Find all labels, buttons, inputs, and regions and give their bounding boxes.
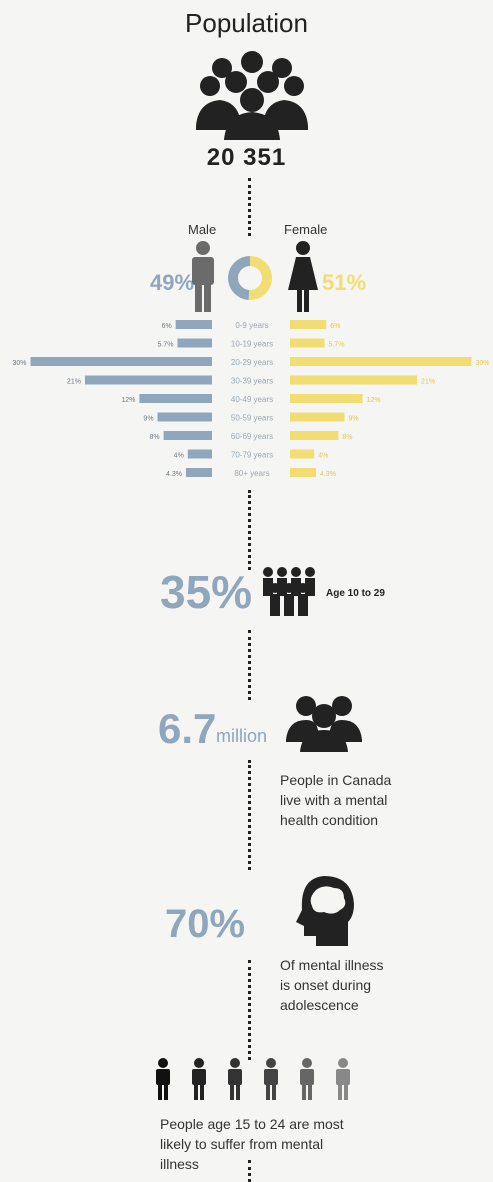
male-value-label: 5.7%	[158, 342, 174, 349]
brain-head-icon	[296, 876, 354, 946]
people-group-icon	[286, 696, 362, 752]
person-icon	[228, 1058, 242, 1100]
male-value-label: 21%	[67, 379, 81, 386]
male-icon	[192, 241, 214, 312]
male-label: Male	[188, 222, 217, 237]
person-icon	[264, 1058, 278, 1100]
female-value-label: 8%	[342, 434, 352, 441]
age-pyramid-chart: 0-9 years 6% 6% 10-19 years 5.7% 5.7% 20-29 ye…	[12, 320, 490, 478]
page-title: Population	[185, 8, 308, 38]
male-bar	[177, 338, 212, 348]
female-value-label: 6%	[330, 323, 340, 330]
onset-percent: 70%	[165, 902, 246, 946]
age-category-label: 0-9 years	[235, 321, 268, 330]
donut-male-slice	[227, 256, 250, 300]
connector-line	[248, 630, 251, 700]
age-category-label: 80+ years	[234, 469, 269, 478]
age-category-label: 60-69 years	[231, 432, 273, 441]
connector-line	[248, 760, 251, 870]
male-value-label: 9%	[143, 416, 153, 423]
age-category-label: 40-49 years	[231, 395, 273, 404]
youth-percent: 35%	[160, 566, 253, 618]
male-bar	[139, 394, 212, 403]
age-category-label: 30-39 years	[231, 377, 273, 386]
female-value-label: 12%	[367, 397, 381, 404]
female-value-label: 9%	[348, 416, 358, 423]
million-unit: million	[216, 726, 268, 746]
male-bar	[187, 449, 212, 459]
youth-age-label: Age 10 to 29	[326, 588, 385, 599]
person-icon	[192, 1058, 206, 1100]
female-value-label: 21%	[421, 379, 435, 386]
person-icon	[300, 1058, 314, 1100]
male-bar	[175, 320, 212, 329]
youth-group-icon	[263, 567, 315, 616]
male-value-label: 4.3%	[166, 471, 182, 478]
female-label: Female	[284, 222, 328, 237]
female-value-label: 4%	[318, 453, 328, 460]
female-bar	[290, 320, 327, 329]
people-note-line-2: likely to suffer from mental	[160, 1136, 324, 1152]
male-value-label: 8%	[149, 434, 159, 441]
female-bar	[290, 468, 317, 477]
female-percent: 51%	[322, 270, 367, 295]
million-note-line-1: People in Canada	[280, 772, 392, 788]
age-category-label: 70-79 years	[231, 451, 273, 460]
male-value-label: 30%	[12, 360, 26, 367]
female-icon	[288, 241, 318, 312]
age-category-label: 10-19 years	[231, 340, 273, 349]
connector-line	[248, 1160, 251, 1182]
crowd-icon	[196, 51, 308, 140]
onset-note-line-3: adolescence	[280, 997, 359, 1013]
female-bar	[290, 394, 363, 403]
male-value-label: 4%	[174, 453, 184, 460]
age-category-label: 20-29 years	[231, 358, 273, 367]
male-bar	[157, 412, 212, 422]
male-bar	[185, 468, 212, 477]
million-value: 6.7	[158, 705, 217, 752]
people-note-line-3: illness	[160, 1156, 199, 1172]
gender-donut	[227, 256, 272, 300]
female-value-label: 5.7%	[328, 342, 344, 349]
people-note-line-1: People age 15 to 24 are most	[160, 1116, 344, 1132]
male-value-label: 12%	[121, 397, 135, 404]
population-total: 20 351	[206, 144, 287, 171]
male-percent: 49%	[150, 270, 195, 295]
male-value-label: 6%	[162, 323, 172, 330]
connector-line	[248, 178, 251, 236]
person-icon	[336, 1058, 350, 1100]
onset-note-line-2: is onset during	[280, 977, 372, 993]
donut-female-slice	[248, 256, 272, 300]
female-bar	[290, 338, 325, 348]
female-bar	[290, 357, 472, 366]
person-icon	[156, 1058, 170, 1100]
connector-line	[248, 490, 251, 570]
connector-line	[248, 960, 251, 1060]
female-bar	[290, 375, 418, 385]
male-bar	[163, 431, 212, 440]
male-bar	[84, 375, 212, 385]
female-bar	[290, 431, 339, 440]
people-row-icon	[156, 1058, 350, 1100]
million-note-line-2: live with a mental	[280, 792, 388, 808]
male-bar	[30, 357, 212, 366]
female-value-label: 30%	[476, 360, 490, 367]
million-note-line-3: health condition	[280, 812, 379, 828]
onset-note-line-1: Of mental illness	[280, 957, 384, 973]
female-value-label: 4.3%	[320, 471, 336, 478]
female-bar	[290, 412, 345, 422]
age-category-label: 50-59 years	[231, 414, 273, 423]
female-bar	[290, 449, 315, 459]
